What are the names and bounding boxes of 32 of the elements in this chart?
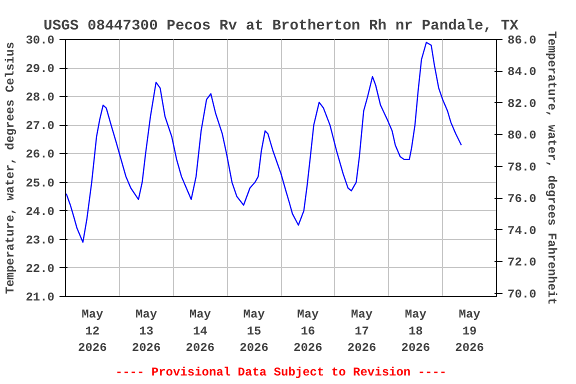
y2-tick-label: 72.0 bbox=[508, 256, 536, 270]
x-tick-label: May 12 2026 bbox=[78, 308, 107, 356]
x-tick-label: May 14 2026 bbox=[186, 308, 215, 356]
y-tick-label: 22.0 bbox=[26, 262, 55, 276]
x-tick-label: May 15 2026 bbox=[240, 308, 268, 356]
y2-tick-label: 84.0 bbox=[508, 65, 536, 80]
y-tick-label: 25.0 bbox=[26, 176, 55, 190]
y-tick-label: 23.0 bbox=[26, 233, 55, 248]
y2-tick-label: 78.0 bbox=[508, 160, 536, 174]
y-axis-title: Temperature, water, degrees Celsius bbox=[4, 42, 18, 294]
y2-tick-label: 76.0 bbox=[508, 192, 536, 206]
x-tick-label: May 18 2026 bbox=[401, 308, 430, 356]
y-tick-label: 21.0 bbox=[26, 290, 55, 304]
y2-tick-label: 86.0 bbox=[508, 34, 536, 48]
y-tick-label: 29.0 bbox=[26, 62, 55, 76]
text: ---- Provisional Data Subject to Revision ---- bbox=[115, 366, 447, 380]
chart-title: USGS 08447300 Pecos Rv at Brotherton Rh nr Pandale, TX bbox=[44, 18, 519, 34]
y2-tick-label: 82.0 bbox=[508, 96, 536, 111]
y2-tick-label: 80.0 bbox=[508, 128, 536, 143]
x-tick-label: May 16 2026 bbox=[294, 308, 322, 356]
x-tick-label: May 19 2026 bbox=[455, 308, 484, 356]
y-tick-label: 26.0 bbox=[26, 148, 55, 162]
y2-tick-label: 74.0 bbox=[508, 224, 536, 238]
line-series bbox=[66, 42, 462, 243]
y2-axis-title: Temperature, water, degrees Fahrenheit bbox=[544, 31, 558, 305]
y2-tick-label: 70.0 bbox=[508, 287, 536, 302]
y-tick-label: 24.0 bbox=[26, 204, 55, 219]
y-tick-label: 28.0 bbox=[26, 90, 55, 105]
y-tick-label: 27.0 bbox=[26, 119, 55, 134]
x-tick-label: May 17 2026 bbox=[347, 308, 376, 356]
y-tick-label: 30.0 bbox=[26, 34, 55, 48]
x-tick-label: May 13 2026 bbox=[132, 308, 161, 356]
